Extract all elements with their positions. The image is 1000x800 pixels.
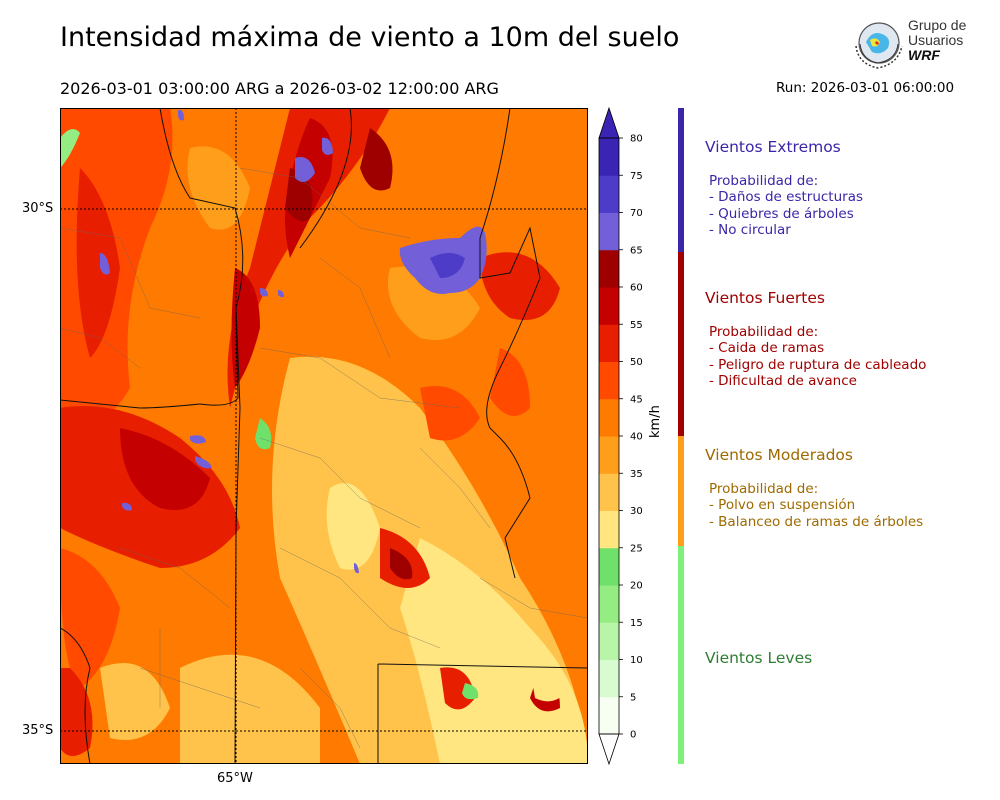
map-gridlines — [60, 108, 588, 764]
colorbar-tick-label: 40 — [630, 432, 643, 443]
category-line: - Balanceo de ramas de árboles — [709, 513, 924, 530]
country-borders — [60, 108, 588, 764]
logo-text: Grupo de Usuarios WRF — [908, 18, 966, 63]
category-line: - No circular — [709, 222, 791, 239]
category-title-moderate: Vientos Moderados — [705, 446, 853, 464]
page-title: Intensidad máxima de viento a 10m del su… — [60, 22, 680, 53]
logo-line-3: WRF — [908, 47, 940, 63]
run-timestamp: Run: 2026-03-01 06:00:00 — [776, 80, 955, 96]
colorbar-step — [599, 175, 619, 213]
colorbar-step — [599, 473, 619, 511]
colorbar-ticks: 0 5 10 15 20 25 30 35 40 45 50 55 60 65 70 75 80 — [619, 134, 643, 741]
colorbar-step — [599, 436, 619, 474]
colorbar-max-extension — [598, 106, 620, 139]
colorbar-steps — [599, 138, 619, 735]
colorbar-tick-label: 55 — [630, 320, 643, 331]
colorbar-step — [599, 138, 619, 176]
category-description-strong: Probabilidad de: - Caida de ramas - Peli… — [709, 324, 926, 390]
category-line: - Caida de ramas — [709, 340, 825, 357]
category-bar-light — [678, 546, 684, 764]
colorbar-step — [599, 585, 619, 623]
colorbar-tick-label: 60 — [630, 283, 643, 294]
category-bar-moderate — [678, 436, 684, 546]
colorbar-step — [599, 249, 619, 288]
colorbar-step — [599, 287, 619, 325]
colorbar: 0 5 10 15 20 25 30 35 40 45 50 55 60 65 70 75 80 — [598, 106, 643, 766]
category-bar-extreme — [678, 108, 684, 252]
colorbar-min-extension — [598, 733, 620, 766]
colorbar-tick-label: 70 — [630, 208, 643, 219]
colorbar-tick-label: 5 — [630, 692, 636, 703]
province-borders — [60, 167, 588, 749]
forecast-period: 2026-03-01 03:00:00 ARG a 2026-03-02 12:… — [60, 79, 499, 98]
category-line: - Daños de estructuras — [709, 189, 864, 206]
category-line: - Peligro de ruptura de cableado — [709, 356, 927, 373]
colorbar-tick-label: 0 — [630, 730, 636, 741]
colorbar-step — [599, 212, 619, 251]
colorbar-tick-label: 25 — [630, 543, 643, 554]
category-line: Probabilidad de: — [709, 481, 819, 497]
wind-field-extreme — [100, 109, 487, 574]
wind-field-strong — [60, 108, 560, 756]
category-description-moderate: Probabilidad de: - Polvo en suspensión -… — [709, 481, 923, 530]
logo-line-2: Usuarios — [908, 32, 964, 48]
colorbar-step — [599, 361, 619, 400]
colorbar-tick-label: 35 — [630, 469, 643, 480]
colorbar-tick-label: 10 — [630, 655, 643, 666]
colorbar-step — [599, 398, 619, 437]
map-frame — [60, 108, 588, 764]
colorbar-tick-label: 50 — [630, 357, 643, 368]
colorbar-unit-label: km/h — [648, 405, 663, 438]
colorbar-tick-label: 20 — [630, 581, 643, 592]
colorbar-tick-label: 75 — [630, 171, 643, 182]
logo-line-1: Grupo de — [908, 17, 967, 33]
category-title-extreme: Vientos Extremos — [705, 138, 841, 156]
colorbar-step — [599, 696, 619, 735]
colorbar-step — [599, 547, 619, 586]
category-line: Probabilidad de: — [709, 173, 819, 189]
category-line: - Quiebres de árboles — [709, 205, 854, 222]
colorbar-tick-label: 45 — [630, 394, 643, 405]
lat-label-35s: 35°S — [22, 723, 54, 738]
category-title-light: Vientos Leves — [705, 649, 813, 667]
globe-logo-icon — [855, 22, 903, 69]
colorbar-step — [599, 659, 619, 698]
category-bar-strong — [678, 252, 684, 436]
colorbar-tick-label: 65 — [630, 245, 643, 256]
category-line: Probabilidad de: — [709, 324, 819, 340]
colorbar-tick-label: 80 — [630, 134, 643, 145]
wrf-logo — [848, 16, 973, 74]
wind-field-light — [60, 129, 570, 702]
wind-intensity-map — [60, 108, 588, 764]
colorbar-step — [599, 622, 619, 660]
colorbar-step — [599, 510, 619, 549]
lon-label-65w: 65°W — [217, 771, 253, 786]
colorbar-tick-label: 15 — [630, 618, 643, 629]
category-description-extreme: Probabilidad de: - Daños de estructuras … — [709, 173, 863, 239]
colorbar-tick-label: 30 — [630, 506, 643, 517]
category-line: - Polvo en suspensión — [709, 497, 856, 514]
category-title-strong: Vientos Fuertes — [705, 289, 825, 307]
lat-label-30s: 30°S — [22, 201, 54, 216]
category-line: - Dificultad de avance — [709, 373, 857, 390]
colorbar-step — [599, 324, 619, 362]
